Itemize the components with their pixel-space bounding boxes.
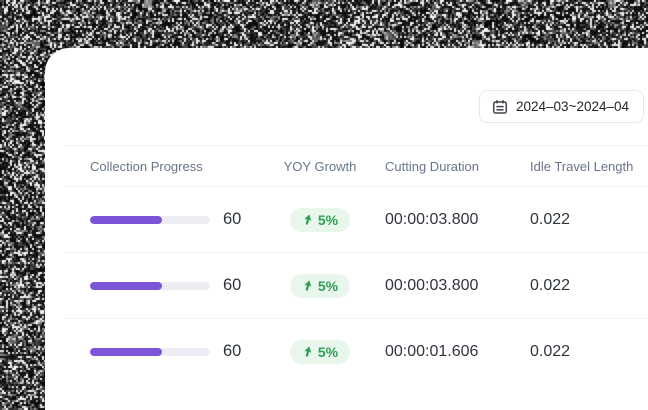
cutting-duration-cell: 00:00:01.606	[370, 343, 530, 361]
column-header-cutting-duration: Cutting Duration	[370, 159, 530, 174]
column-header-yoy-growth: YOY Growth	[270, 159, 370, 174]
progress-bar-track	[90, 216, 210, 224]
calendar-icon	[492, 99, 508, 115]
progress-value: 60	[223, 210, 241, 229]
yoy-growth-cell: 5%	[270, 340, 370, 364]
table-row: 60 5% 00:00:01.606 0.022	[65, 319, 648, 384]
progress-bar-fill	[90, 348, 162, 356]
growth-value: 5%	[318, 213, 338, 227]
progress-value: 60	[223, 342, 241, 361]
growth-badge: 5%	[290, 340, 350, 364]
column-header-collection-progress: Collection Progress	[65, 159, 270, 174]
growth-badge: 5%	[290, 208, 350, 232]
growth-value: 5%	[318, 345, 338, 359]
idle-travel-length-cell: 0.022	[530, 211, 648, 229]
growth-badge: 5%	[290, 274, 350, 298]
collection-progress-cell: 60	[65, 276, 270, 295]
table-row: 60 5% 00:00:03.800 0.022	[65, 187, 648, 253]
yoy-growth-cell: 5%	[270, 208, 370, 232]
table-header-row: Collection Progress YOY Growth Cutting D…	[65, 145, 648, 187]
metrics-table: Collection Progress YOY Growth Cutting D…	[65, 145, 648, 384]
arrow-up-icon	[302, 213, 314, 226]
column-header-idle-travel-length: Idle Travel Length	[530, 159, 648, 174]
cutting-duration-cell: 00:00:03.800	[370, 211, 530, 229]
progress-bar-fill	[90, 216, 162, 224]
collection-progress-cell: 60	[65, 342, 270, 361]
progress-bar-track	[90, 348, 210, 356]
idle-travel-length-cell: 0.022	[530, 343, 648, 361]
collection-progress-cell: 60	[65, 210, 270, 229]
yoy-growth-cell: 5%	[270, 274, 370, 298]
date-range-label: 2024–03~2024–04	[516, 99, 629, 114]
progress-value: 60	[223, 276, 241, 295]
growth-value: 5%	[318, 279, 338, 293]
date-range-button[interactable]: 2024–03~2024–04	[479, 90, 644, 123]
table-row: 60 5% 00:00:03.800 0.022	[65, 253, 648, 319]
arrow-up-icon	[302, 345, 314, 358]
arrow-up-icon	[302, 279, 314, 292]
cutting-duration-cell: 00:00:03.800	[370, 277, 530, 295]
screenshot-stage: 2024–03~2024–04 Collection Progress YOY …	[0, 0, 648, 410]
progress-bar-fill	[90, 282, 162, 290]
idle-travel-length-cell: 0.022	[530, 277, 648, 295]
progress-bar-track	[90, 282, 210, 290]
